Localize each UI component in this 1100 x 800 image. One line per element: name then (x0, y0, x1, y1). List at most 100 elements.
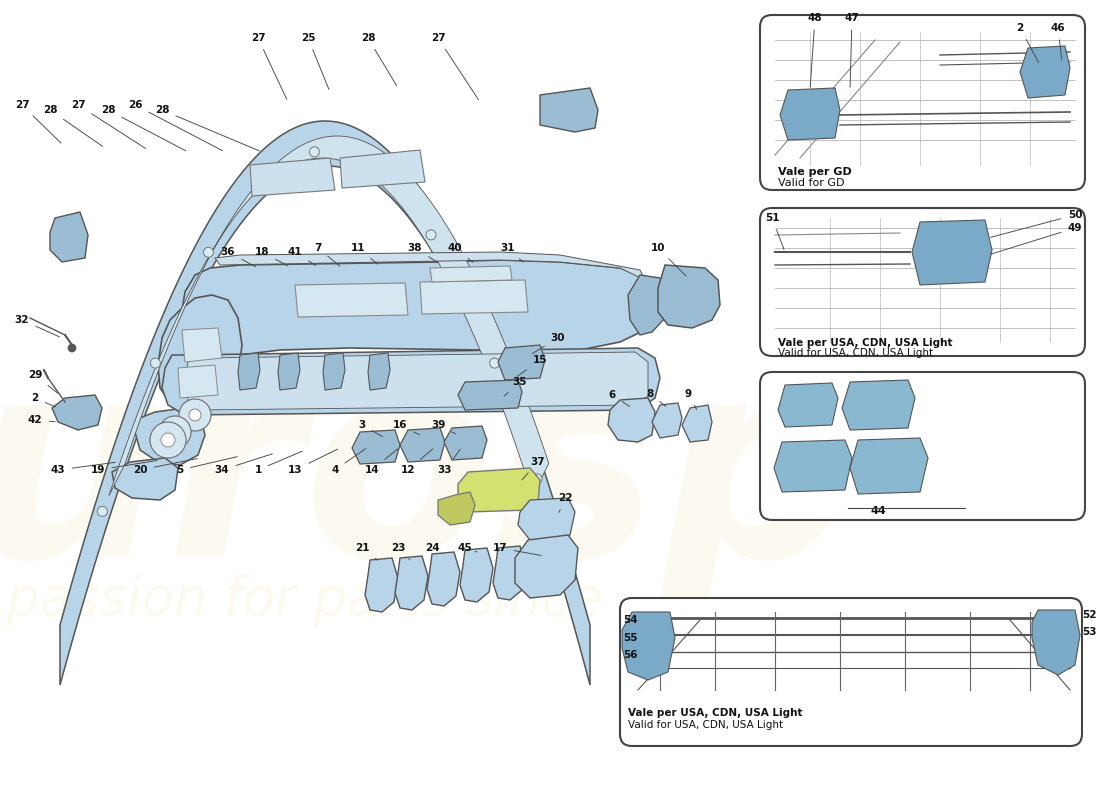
Text: 35: 35 (504, 377, 527, 396)
Text: 32: 32 (14, 315, 59, 337)
Text: 55: 55 (623, 633, 638, 643)
Text: 45: 45 (458, 543, 477, 553)
Circle shape (532, 474, 542, 484)
Text: 42: 42 (28, 415, 55, 425)
Polygon shape (608, 398, 654, 442)
Text: 17: 17 (493, 543, 541, 555)
Polygon shape (518, 498, 575, 542)
Polygon shape (50, 212, 88, 262)
Text: 28: 28 (101, 105, 186, 150)
Text: 13: 13 (288, 450, 338, 475)
Polygon shape (278, 353, 300, 390)
FancyBboxPatch shape (620, 598, 1082, 746)
Polygon shape (395, 556, 428, 610)
Text: 28: 28 (155, 105, 260, 151)
Text: 5: 5 (176, 457, 238, 475)
Polygon shape (112, 458, 178, 500)
Text: 56: 56 (623, 650, 638, 660)
Text: 20: 20 (133, 458, 197, 475)
Text: 3: 3 (359, 420, 383, 437)
Text: eurosp: eurosp (0, 345, 859, 615)
Polygon shape (214, 252, 645, 280)
Text: 22: 22 (558, 493, 572, 513)
Text: Valid for USA, CDN, USA Light: Valid for USA, CDN, USA Light (778, 348, 933, 358)
Text: 15: 15 (517, 355, 548, 376)
Text: Vale per USA, CDN, USA Light: Vale per USA, CDN, USA Light (628, 708, 803, 718)
Text: 9: 9 (684, 389, 696, 410)
Text: 6: 6 (608, 390, 629, 406)
Polygon shape (458, 380, 522, 410)
Text: 47: 47 (845, 13, 859, 87)
Circle shape (256, 176, 266, 186)
Text: 51: 51 (764, 213, 784, 250)
Polygon shape (780, 88, 840, 140)
Text: 48: 48 (807, 13, 823, 87)
Text: Valid for USA, CDN, USA Light: Valid for USA, CDN, USA Light (628, 720, 783, 730)
Text: 10: 10 (651, 243, 686, 276)
Polygon shape (774, 440, 852, 492)
Text: 18: 18 (255, 247, 287, 266)
Text: 31: 31 (500, 243, 522, 262)
Text: 54: 54 (623, 615, 638, 625)
Polygon shape (658, 265, 720, 328)
Text: 16: 16 (393, 420, 419, 434)
Text: 43: 43 (51, 462, 116, 475)
Polygon shape (178, 365, 218, 398)
Text: 2: 2 (1016, 23, 1038, 62)
Text: 46: 46 (1050, 23, 1065, 59)
Polygon shape (850, 438, 928, 494)
Text: 53: 53 (1082, 627, 1097, 637)
Text: 26: 26 (128, 100, 222, 150)
Polygon shape (365, 558, 398, 612)
Polygon shape (323, 353, 345, 390)
Polygon shape (842, 380, 915, 430)
Text: a passion for parts since: a passion for parts since (0, 574, 603, 626)
Polygon shape (420, 280, 528, 314)
Text: 29: 29 (28, 370, 58, 394)
Text: 23: 23 (390, 543, 410, 560)
Polygon shape (621, 612, 675, 680)
Text: 28: 28 (361, 33, 397, 86)
Circle shape (189, 409, 201, 421)
Polygon shape (652, 403, 682, 438)
Text: 36: 36 (221, 247, 255, 266)
Text: 33: 33 (438, 450, 460, 475)
Text: 41: 41 (288, 247, 316, 266)
Polygon shape (458, 468, 540, 512)
Polygon shape (185, 352, 648, 410)
Text: 28: 28 (43, 105, 102, 146)
Text: 27: 27 (14, 100, 60, 143)
Polygon shape (1032, 610, 1080, 675)
Polygon shape (515, 535, 578, 598)
Circle shape (373, 167, 383, 177)
Polygon shape (430, 266, 512, 282)
Text: 49: 49 (991, 223, 1082, 254)
Polygon shape (158, 295, 242, 412)
Text: 1: 1 (254, 451, 303, 475)
Text: 27: 27 (251, 33, 287, 99)
Text: Vale per GD: Vale per GD (778, 167, 851, 177)
Text: 11: 11 (351, 243, 378, 264)
Polygon shape (182, 260, 658, 358)
Circle shape (179, 399, 211, 431)
Text: 39: 39 (431, 420, 455, 434)
Circle shape (98, 506, 108, 516)
Polygon shape (540, 88, 598, 132)
Polygon shape (493, 546, 526, 600)
Polygon shape (238, 353, 260, 390)
Circle shape (426, 230, 436, 240)
Polygon shape (778, 383, 838, 427)
Polygon shape (162, 348, 660, 415)
Text: 14: 14 (365, 449, 398, 475)
Text: 4: 4 (331, 449, 365, 475)
Polygon shape (460, 548, 493, 602)
Polygon shape (295, 283, 408, 317)
Polygon shape (340, 150, 425, 188)
Text: 34: 34 (214, 454, 273, 475)
Polygon shape (444, 426, 487, 460)
Circle shape (150, 422, 186, 458)
Text: 19: 19 (91, 461, 157, 475)
Polygon shape (628, 275, 668, 335)
Text: 40: 40 (448, 243, 473, 262)
Polygon shape (912, 220, 992, 285)
